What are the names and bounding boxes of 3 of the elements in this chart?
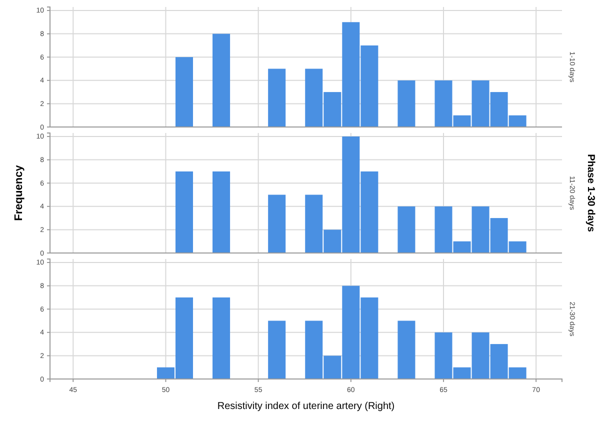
y-axis-title: Frequency [13,164,25,221]
x-axis-title: Resistivity index of uterine artery (Right) [217,401,395,412]
text: Phase 1-30 days [585,154,596,232]
